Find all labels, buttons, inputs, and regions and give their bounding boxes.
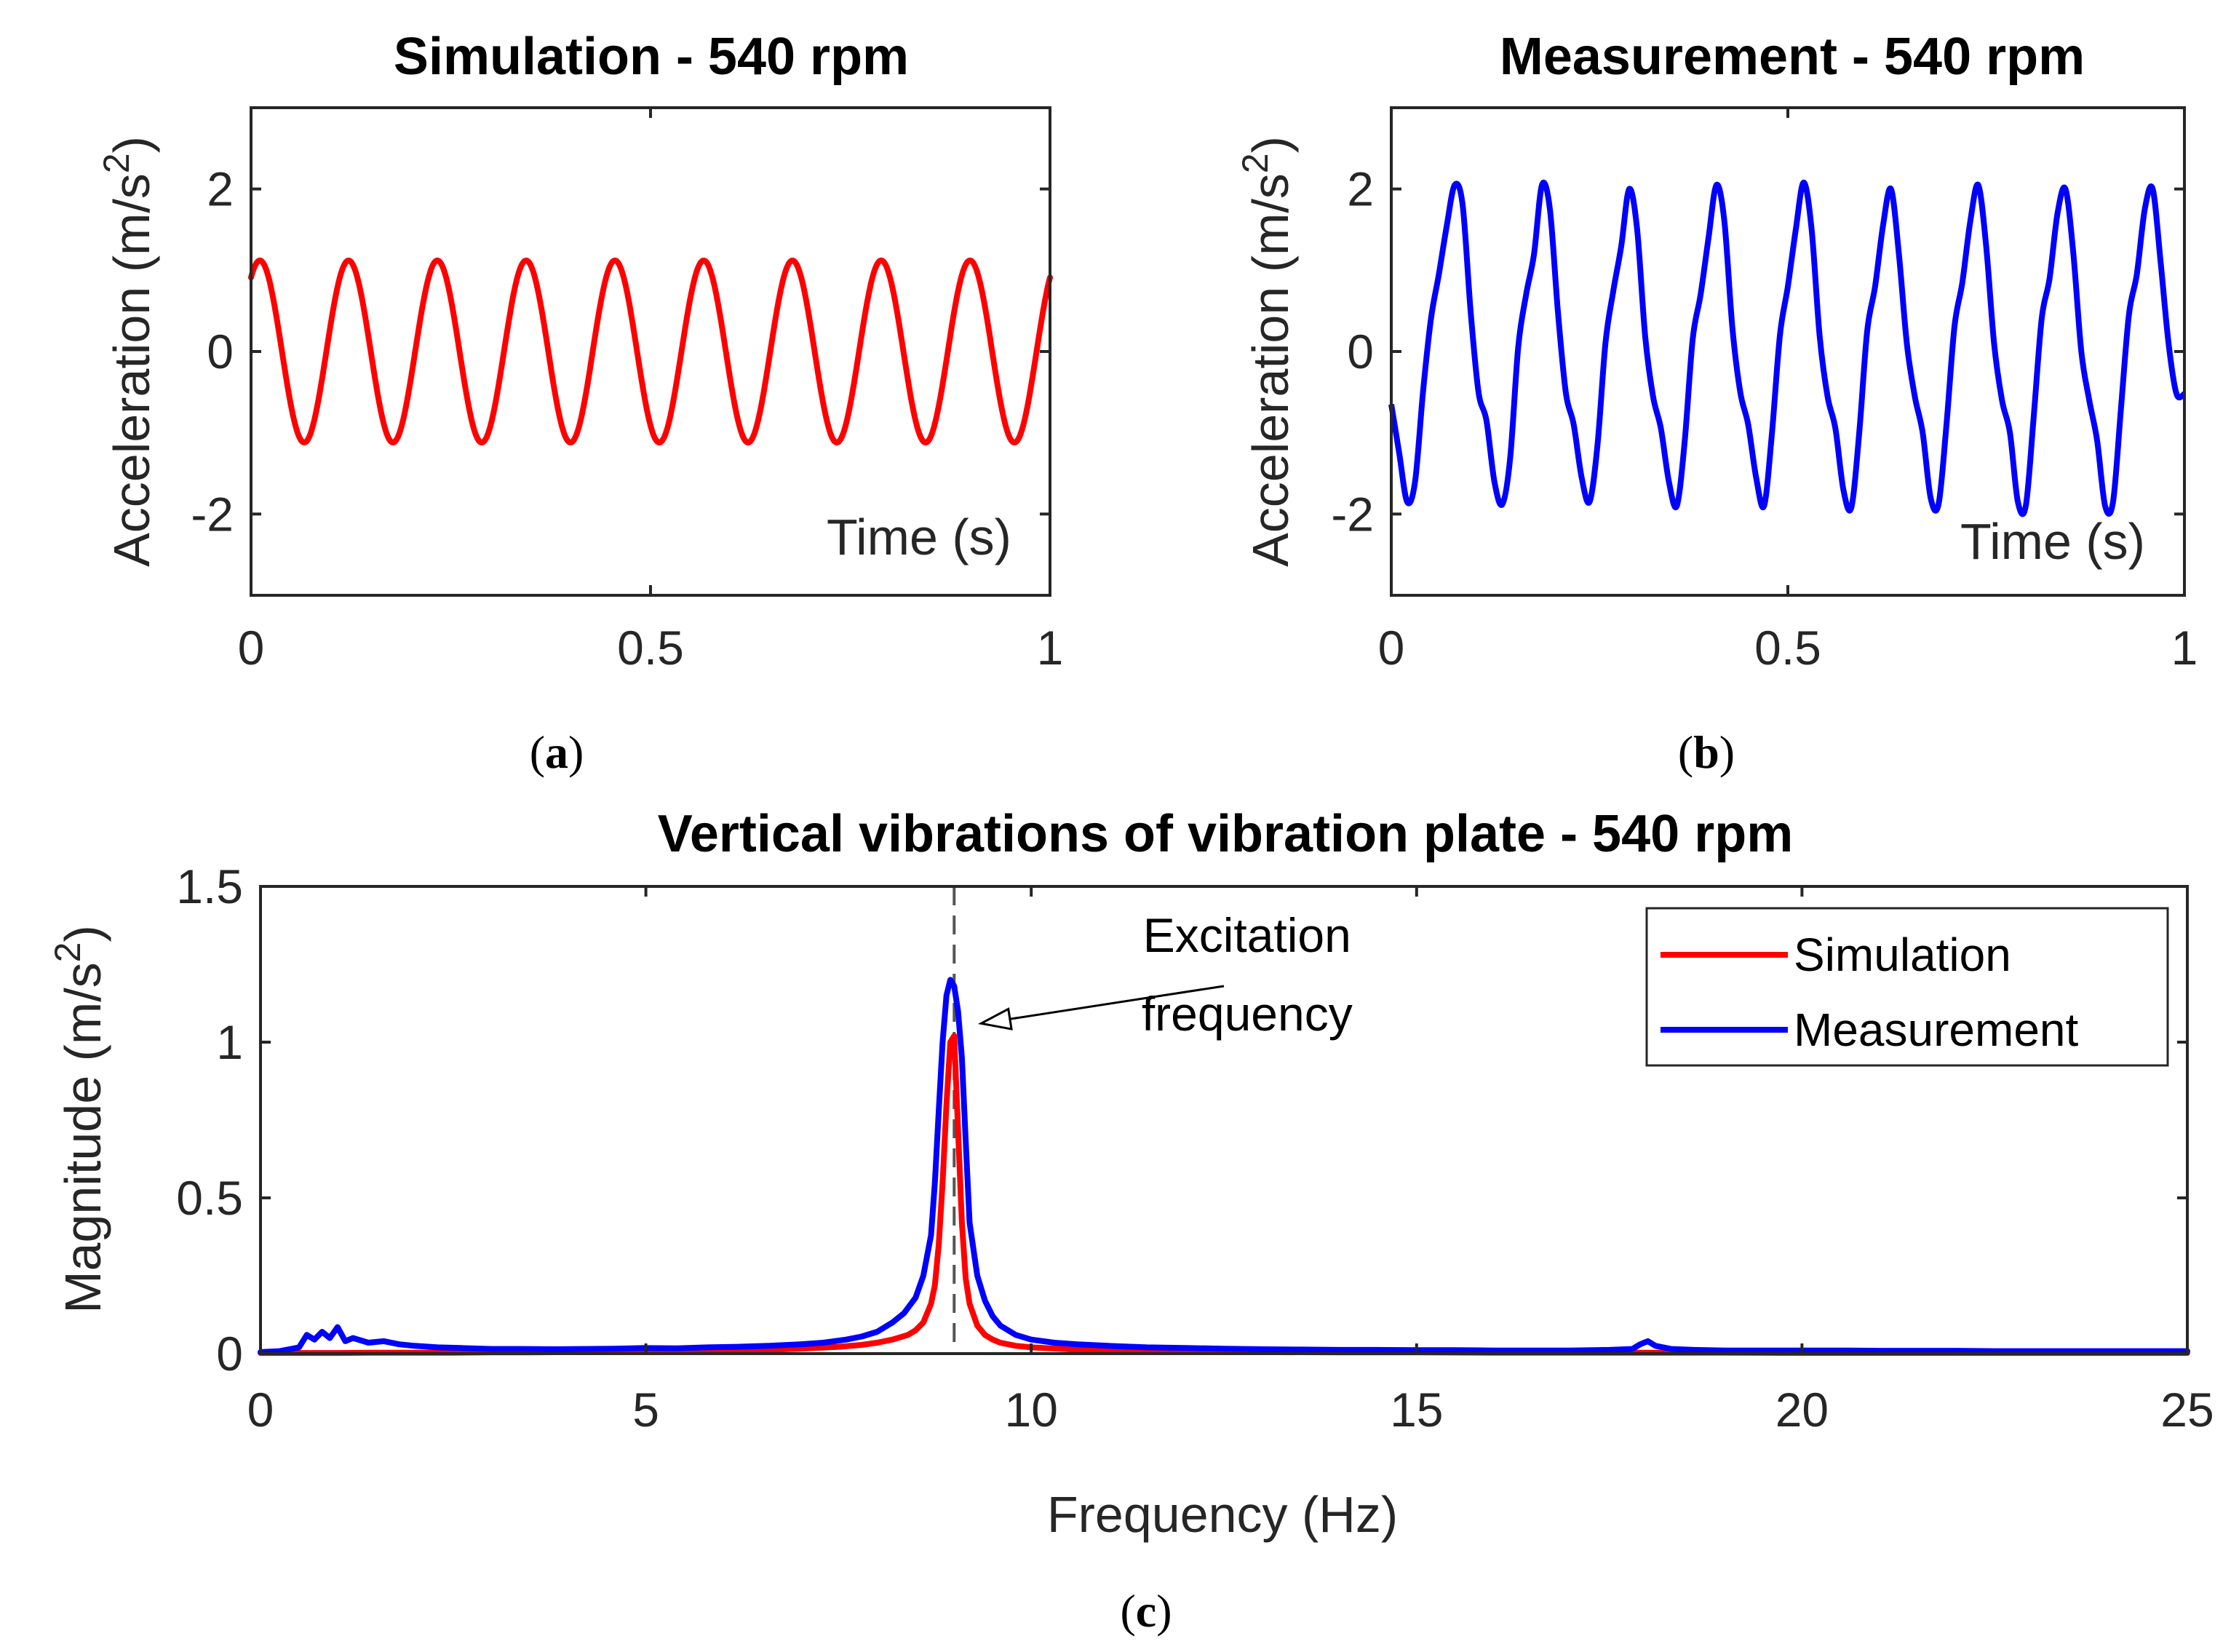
panel-a-y-label-sup: 2 xyxy=(96,153,137,173)
panel-b-series-measurement xyxy=(1388,179,2187,517)
panel-a-y-axis-label: Acceleration (m/s2) xyxy=(96,136,160,567)
panel-c-xtick-label-1: 5 xyxy=(632,1383,659,1437)
panel-c-x-axis: 0 5 10 15 20 25 xyxy=(247,886,2214,1437)
panel-b-measurement: Measurement - 540 rpm 0 0.5 1 -202 Time (s… xyxy=(1235,28,2198,778)
panel-a-plot-area xyxy=(248,257,1053,446)
panel-c-y-axis: 0 0.5 1 1.5 xyxy=(176,859,2187,1381)
panel-a-x-axis: 0 0.5 1 xyxy=(238,108,1064,675)
panel-c-xtick-label-3: 15 xyxy=(1390,1383,1443,1437)
panel-a-ytick-label-2: 2 xyxy=(207,162,234,216)
panel-c-caption-letter: c xyxy=(1136,1585,1156,1637)
panel-b-xtick-label-0: 0 xyxy=(1378,621,1405,675)
annotation-line-2: frequency xyxy=(1142,987,1353,1041)
panel-a-y-axis: -2 0 2 xyxy=(191,162,1050,541)
panel-c-y-label-close: ) xyxy=(55,925,111,942)
panel-b-ytick-label-2: 2 xyxy=(1347,162,1374,216)
panel-b-y-label-sup: 2 xyxy=(1235,153,1276,173)
panel-c-series-measurement xyxy=(258,977,2190,1355)
panel-a-series-simulation xyxy=(248,257,1053,446)
panel-b-caption-letter: b xyxy=(1693,726,1719,778)
panel-a-y-label-close: ) xyxy=(103,136,160,153)
panel-c-xtick-label-0: 0 xyxy=(247,1383,274,1437)
panel-a-ytick-label-1: 0 xyxy=(207,325,234,378)
panel-c-legend: Simulation Measurement xyxy=(1645,907,2169,1067)
panel-c-ytick-label-3: 1.5 xyxy=(176,859,243,913)
panel-a-x-axis-label: Time (s) xyxy=(827,509,1011,565)
panel-c-series-simulation xyxy=(258,1033,2190,1357)
panel-a-xtick-label-1: 0.5 xyxy=(617,621,684,675)
panel-a-simulation: Simulation - 540 rpm 0 0.5 1 -202 Time (s)… xyxy=(96,28,1063,778)
annotation-line-1: Excitation xyxy=(1143,908,1351,962)
panel-c-caption: (c) xyxy=(1120,1585,1172,1637)
annotation-arrow-head xyxy=(977,1007,1013,1030)
panel-c-ytick-label-2: 1 xyxy=(216,1015,243,1069)
panel-b-ytick-label-1: 0 xyxy=(1347,325,1374,378)
panel-b-ytick-label-0: -2 xyxy=(1331,487,1374,541)
annotation-arrow-shaft xyxy=(1009,985,1225,1020)
panel-c-y-label-base: Magnitude (m/s xyxy=(55,962,111,1313)
panel-b-x-axis-label: Time (s) xyxy=(1960,513,2145,570)
panel-c-y-label-sup: 2 xyxy=(47,942,88,963)
legend-label-simulation: Simulation xyxy=(1794,929,2011,981)
legend-box xyxy=(1645,907,2169,1067)
panel-c-x-axis-label: Frequency (Hz) xyxy=(1047,1486,1398,1543)
panel-a-caption: (a) xyxy=(530,726,584,778)
panel-b-xtick-label-1: 0.5 xyxy=(1754,621,1821,675)
excitation-annotation: Excitation frequency xyxy=(977,908,1353,1041)
panel-b-caption: (b) xyxy=(1678,726,1735,778)
panel-a-title: Simulation - 540 rpm xyxy=(394,28,909,86)
panel-c-spectrum: Vertical vibrations of vibration plate -… xyxy=(47,805,2214,1637)
panel-c-xtick-label-5: 25 xyxy=(2160,1383,2214,1437)
panel-b-y-label-base: Acceleration (m/s xyxy=(1242,173,1299,567)
panel-a-caption-letter: a xyxy=(545,726,568,778)
panel-c-xtick-label-4: 20 xyxy=(1775,1383,1829,1437)
panel-c-title: Vertical vibrations of vibration plate -… xyxy=(658,805,1793,863)
panel-c-xtick-label-2: 10 xyxy=(1004,1383,1057,1437)
panel-b-title: Measurement - 540 rpm xyxy=(1500,28,2085,86)
panel-a-xtick-label-0: 0 xyxy=(238,621,265,675)
panel-b-x-axis: 0 0.5 1 xyxy=(1378,108,2198,675)
panel-b-y-axis-label: Acceleration (m/s2) xyxy=(1235,136,1299,567)
panel-b-plot-area xyxy=(1388,179,2187,517)
panel-c-ytick-label-1: 0.5 xyxy=(176,1171,243,1225)
panel-a-y-label-base: Acceleration (m/s xyxy=(103,173,160,567)
legend-label-measurement: Measurement xyxy=(1794,1004,2079,1056)
panel-a-ytick-label-0: -2 xyxy=(191,487,234,541)
panel-c-y-axis-label: Magnitude (m/s2) xyxy=(47,925,111,1314)
panel-b-y-label-close: ) xyxy=(1242,136,1299,153)
panel-b-y-axis: -2 0 2 xyxy=(1331,162,2184,541)
panel-c-ytick-label-0: 0 xyxy=(216,1327,243,1381)
panel-c-axes-box xyxy=(259,885,2189,1355)
panel-a-xtick-label-2: 1 xyxy=(1037,621,1064,675)
panel-b-xtick-label-2: 1 xyxy=(2171,621,2198,675)
